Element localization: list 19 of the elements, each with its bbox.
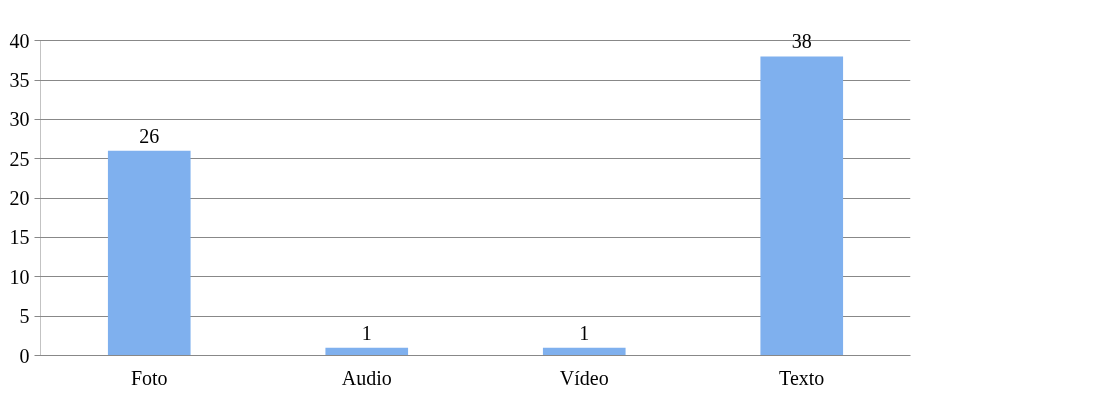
x-tick-label: Vídeo [559, 366, 609, 389]
y-tick-label: 40 [9, 29, 30, 52]
y-tick-label: 5 [19, 305, 30, 328]
data-label: 1 [361, 321, 372, 344]
x-tick-label: Audio [341, 366, 392, 389]
y-tick-label: 10 [9, 265, 30, 288]
data-label: 1 [579, 321, 590, 344]
bar [107, 150, 191, 356]
y-tick-label: 30 [9, 108, 30, 131]
y-tick-label: 15 [9, 226, 30, 249]
data-label: 26 [139, 124, 160, 147]
x-tick-label: Foto [130, 366, 168, 389]
y-tick-label: 20 [9, 187, 30, 210]
x-tick-label: Texto [779, 366, 825, 389]
y-tick-label: 0 [19, 344, 30, 367]
bar [760, 56, 844, 356]
data-label: 38 [791, 30, 812, 53]
y-tick-label: 25 [9, 147, 30, 170]
y-tick-label: 35 [9, 69, 30, 92]
